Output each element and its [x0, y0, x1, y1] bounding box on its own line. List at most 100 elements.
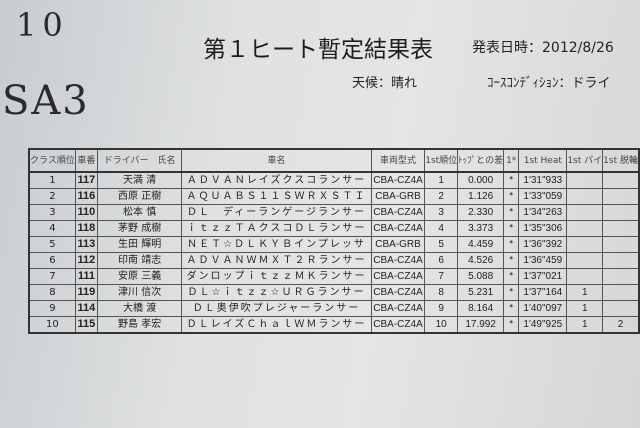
table-cell — [602, 236, 640, 253]
table-cell: ＡＤＶＡＮＷＭＸＴ２Ｒランサー — [181, 252, 372, 269]
table-cell: 5 — [28, 236, 76, 253]
table-cell: 3 — [424, 204, 459, 221]
table-cell: 1.126 — [457, 188, 505, 205]
page-title: 第１ヒート暫定結果表 — [203, 37, 433, 63]
table-cell: 8 — [28, 284, 76, 301]
table-cell: 1'31"933 — [518, 171, 568, 189]
table-cell: ダンロップｉｔｚｚＭＫランサー — [181, 268, 372, 285]
table-row: 3 110 松本 慎 ＤＬ ディーランゲージランサー CBA-CZ4A 3 2.330 * 1'… — [28, 204, 640, 221]
table-cell: 8 — [424, 284, 459, 301]
issued-datetime: 発表日時：2012/8/26 — [472, 40, 614, 56]
table-cell: 1'49"925 — [518, 316, 568, 334]
table-cell: CBA-CZ4A — [370, 316, 426, 334]
table-row: 7 111 安原 三義 ダンロップｉｔｚｚＭＫランサー CBA-CZ4A 7 5.088 * 1… — [28, 268, 640, 285]
table-cell: CBA-CZ4A — [370, 268, 426, 285]
table-cell: 野島 孝宏 — [96, 316, 183, 334]
table-cell — [566, 252, 604, 269]
table-header: クラス順位 車番 ドライバー 氏名 車名 車両型式 1st順位 ﾄｯﾌﾟとの差 1* 1st H… — [28, 148, 640, 173]
table-cell: * — [503, 220, 520, 237]
table-cell: 9 — [424, 300, 459, 317]
table-cell — [602, 204, 640, 221]
table-cell: 西原 正樹 — [96, 188, 183, 205]
table-cell: 115 — [74, 316, 99, 334]
table-cell: 1'37"021 — [518, 268, 568, 285]
table-cell: 10 — [424, 316, 459, 334]
table-cell: 2 — [28, 188, 76, 205]
table-cell: 118 — [74, 220, 99, 237]
table-cell: 1'36"392 — [518, 236, 568, 253]
table-cell: 17.992 — [457, 316, 505, 334]
table-cell: 114 — [74, 300, 99, 317]
table-cell: 4.526 — [457, 252, 505, 269]
table-cell: 1 — [566, 316, 604, 334]
table-cell: 3.373 — [457, 220, 505, 237]
column-header: 1st Heat — [518, 148, 568, 173]
table-cell — [566, 171, 604, 189]
table-cell: 1 — [566, 284, 604, 301]
table-cell: 印南 靖志 — [96, 252, 183, 269]
table-cell: 7 — [28, 268, 76, 285]
table-cell — [602, 220, 640, 237]
table-cell — [602, 188, 640, 205]
table-cell: 1'36"459 — [518, 252, 568, 269]
column-header: クラス順位 — [28, 148, 76, 173]
table-cell — [602, 284, 640, 301]
table-cell: 1'40"097 — [518, 300, 568, 317]
table-cell: * — [503, 316, 520, 334]
column-header: 1st パイ — [566, 148, 604, 173]
table-row: 1 117 天満 清 ＡＤＶＡＮレイズクスコランサー CBA-CZ4A 1 0.000 * 1'… — [28, 171, 640, 189]
table-cell: 津川 信次 — [96, 284, 183, 301]
table-cell — [566, 204, 604, 221]
table-cell: 2.330 — [457, 204, 505, 221]
table-cell: 9 — [28, 300, 76, 317]
table-cell: 10 — [28, 316, 76, 334]
column-header: 車番 — [74, 148, 99, 173]
table-cell: 1'33"059 — [518, 188, 568, 205]
table-cell: * — [503, 284, 520, 301]
table-cell: ＤＬ奥伊吹プレジャーランサー — [181, 300, 372, 317]
table-cell: 松本 慎 — [96, 204, 183, 221]
table-cell: 111 — [74, 268, 99, 285]
table-cell: 110 — [74, 204, 99, 221]
table-cell: 1'34"263 — [518, 204, 568, 221]
table-cell: ｉｔｚｚＴＡクスコＤＬランサー — [181, 220, 372, 237]
table-cell — [602, 300, 640, 317]
table-cell: * — [503, 171, 520, 189]
weather: 天候：晴れ — [352, 76, 418, 91]
table-cell: 1 — [424, 171, 459, 189]
table-cell: 117 — [74, 171, 99, 189]
table-row: 6 112 印南 靖志 ＡＤＶＡＮＷＭＸＴ２Ｒランサー CBA-CZ4A 6 4.526 * 1… — [28, 252, 640, 269]
column-header: 1st 脱輪 — [602, 148, 640, 173]
table-cell: 1 — [566, 300, 604, 317]
table-cell: ＮＥＴ☆ＤＬＫＹＢインプレッサ — [181, 236, 372, 253]
table-cell: CBA-GRB — [370, 188, 426, 205]
table-cell: CBA-CZ4A — [370, 300, 426, 317]
table-cell: CBA-CZ4A — [370, 171, 426, 189]
table-cell: 生田 輝明 — [96, 236, 183, 253]
table-cell: * — [503, 300, 520, 317]
table-row: 2 116 西原 正樹 ＡＱＵＡＢＳ１１ＳＷＲＸＳＴＩ CBA-GRB 2 1.126 * 1'… — [28, 188, 640, 205]
table-cell: 1'37"164 — [518, 284, 568, 301]
table-cell: 大橋 渡 — [96, 300, 183, 317]
table-cell — [566, 268, 604, 285]
table-cell — [602, 171, 640, 189]
column-header: 1st順位 — [424, 148, 459, 173]
table-cell: 6 — [28, 252, 76, 269]
table-cell: 安原 三義 — [96, 268, 183, 285]
table-row: 4 118 茅野 成樹 ｉｔｚｚＴＡクスコＤＬランサー CBA-CZ4A 4 3.373 * 1… — [28, 220, 640, 237]
column-header: 車名 — [181, 148, 372, 173]
table-cell: 6 — [424, 252, 459, 269]
table-row: 8 119 津川 信次 ＤＬ☆ｉｔｚｚ☆ＵＲＧランサー CBA-CZ4A 8 5.231 * 1… — [28, 284, 640, 301]
table-cell: 5 — [424, 236, 459, 253]
table-cell — [566, 236, 604, 253]
table-cell: 112 — [74, 252, 99, 269]
heat-number-stamp: 10 — [16, 6, 69, 44]
table-cell: 0.000 — [457, 171, 505, 189]
table-cell: 116 — [74, 188, 99, 205]
results-table: クラス順位 車番 ドライバー 氏名 車名 車両型式 1st順位 ﾄｯﾌﾟとの差 1* 1st H… — [28, 148, 640, 334]
table-cell: 4 — [424, 220, 459, 237]
table-cell: 5.231 — [457, 284, 505, 301]
table-cell: * — [503, 252, 520, 269]
table-cell: CBA-GRB — [370, 236, 426, 253]
column-header: ﾄｯﾌﾟとの差 — [457, 148, 505, 173]
